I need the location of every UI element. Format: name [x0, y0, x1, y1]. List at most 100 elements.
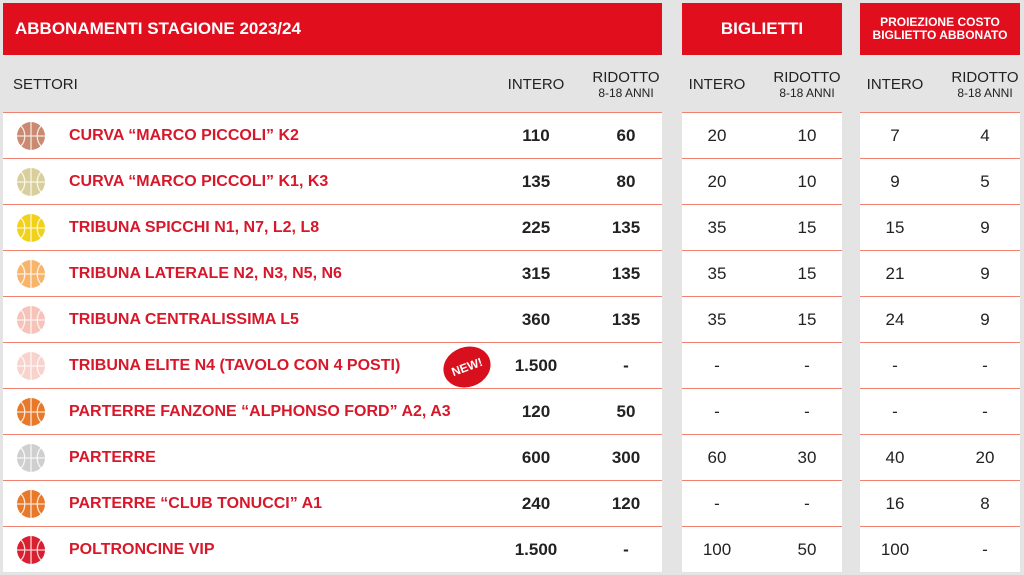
cell-tk_red: 50: [797, 540, 817, 559]
cell-tk_full: 35: [707, 264, 727, 283]
cell-tk_full: 35: [707, 218, 727, 237]
cell-sub_full: 315: [521, 264, 551, 283]
cell-tk_red: 15: [797, 310, 817, 329]
cell-tk_red: 10: [797, 172, 817, 191]
cell-pr_red: -: [982, 540, 988, 559]
sector-name: POLTRONCINE VIP: [69, 541, 215, 558]
cell-sub_full: 360: [521, 310, 551, 329]
tickets-row: [682, 250, 842, 296]
column-sublabel: 8-18 ANNI: [957, 85, 1013, 100]
tickets-row: [682, 204, 842, 250]
cell-tk_full: -: [714, 402, 720, 421]
sector-name: TRIBUNA SPICCHI N1, N7, L2, L8: [69, 219, 320, 236]
column-label: INTERO: [688, 75, 746, 93]
basketball-icon: [16, 167, 46, 197]
cell-tk_full: -: [714, 356, 720, 375]
cell-pr_red: -: [982, 356, 988, 375]
projection-row: [860, 342, 1020, 388]
projection-row: [860, 480, 1020, 526]
column-header-pr_full: INTERO: [860, 58, 930, 110]
cell-pr_full: 15: [885, 218, 905, 237]
cell-pr_red: 9: [980, 310, 990, 329]
tickets-row: [682, 296, 842, 342]
cell-sub_full: 240: [521, 494, 551, 513]
cell-sub_full: 110: [522, 126, 550, 145]
cell-sub_red: 60: [616, 126, 636, 145]
cell-sub_red: 50: [616, 402, 636, 421]
projection-row: [860, 388, 1020, 434]
tickets-row: [682, 158, 842, 204]
table-row: TRIBUNA ELITE N4 (TAVOLO CON 4 POSTI) NE…: [3, 339, 662, 395]
basketball-icon: [16, 259, 46, 289]
basketball-icon: [16, 535, 46, 565]
cell-pr_full: 16: [885, 494, 905, 513]
column-label: RIDOTTO: [951, 68, 1019, 86]
basketball-icon: [16, 213, 46, 243]
tickets-row: [682, 112, 842, 158]
cell-tk_red: 10: [797, 126, 817, 145]
column-label: RIDOTTO: [773, 68, 841, 86]
cell-pr_red: 4: [980, 126, 990, 145]
cell-tk_full: -: [714, 494, 720, 513]
sector-name: TRIBUNA CENTRALISSIMA L5: [69, 311, 299, 328]
table-row: PARTERRE FANZONE “ALPHONSO FORD” A2, A3: [3, 388, 662, 434]
cell-tk_red: -: [804, 494, 810, 513]
projection-row: [860, 158, 1020, 204]
cell-pr_red: 9: [980, 218, 990, 237]
cell-pr_full: 7: [890, 126, 900, 145]
column-sublabel: 8-18 ANNI: [779, 85, 835, 100]
cell-tk_full: 20: [707, 172, 727, 191]
column-header-tk_full: INTERO: [682, 58, 752, 110]
new-badge: NEW!: [437, 339, 497, 395]
tickets-row: [682, 342, 842, 388]
projection-row: [860, 204, 1020, 250]
cell-pr_red: -: [982, 402, 988, 421]
cell-tk_full: 100: [702, 540, 732, 559]
tickets-row: [682, 388, 842, 434]
cell-pr_full: 40: [885, 448, 905, 467]
projection-row: [860, 250, 1020, 296]
cell-tk_red: 15: [797, 264, 817, 283]
column-header-tk_red: RIDOTTO 8-18 ANNI: [772, 58, 842, 110]
cell-pr_red: 9: [980, 264, 990, 283]
cell-sub_full: 1.500: [514, 540, 558, 559]
sector-name: CURVA “MARCO PICCOLI” K1, K3: [69, 173, 329, 190]
projection-title-1: PROIEZIONE COSTO: [880, 14, 1000, 29]
sector-name: PARTERRE: [69, 449, 156, 466]
projection-title-2: BIGLIETTO ABBONATO: [872, 28, 1008, 42]
cell-sub_full: 225: [521, 218, 551, 237]
sector-name: PARTERRE FANZONE “ALPHONSO FORD” A2, A3: [69, 403, 451, 420]
cell-tk_red: -: [804, 402, 810, 421]
cell-pr_red: 20: [975, 448, 995, 467]
cell-sub_red: 135: [611, 264, 641, 283]
cell-tk_full: 60: [707, 448, 727, 467]
basketball-icon: [16, 121, 46, 151]
cell-tk_full: 35: [707, 310, 727, 329]
cell-sub_red: 80: [616, 172, 636, 191]
projection-row: [860, 296, 1020, 342]
cell-pr_red: 8: [980, 494, 990, 513]
sector-name: TRIBUNA ELITE N4 (TAVOLO CON 4 POSTI): [69, 357, 401, 374]
table-row: CURVA “MARCO PICCOLI” K1, K3: [3, 158, 662, 204]
projection-row: [860, 526, 1020, 572]
cell-sub_red: -: [623, 356, 629, 375]
column-header-sub_full: INTERO: [497, 58, 575, 110]
cell-sub_full: 120: [521, 402, 551, 421]
tickets-row: [682, 480, 842, 526]
basketball-icon: [16, 351, 46, 381]
table-row: POLTRONCINE VIP: [3, 526, 662, 572]
cell-sub_full: 135: [521, 172, 551, 191]
table-row: PARTERRE: [3, 434, 662, 480]
cell-pr_full: 9: [890, 172, 900, 191]
tickets-title: BIGLIETTI: [720, 19, 804, 38]
sector-name: CURVA “MARCO PICCOLI” K2: [69, 127, 299, 144]
table-row: CURVA “MARCO PICCOLI” K2: [3, 112, 662, 158]
tickets-header: BIGLIETTI: [682, 3, 842, 55]
basketball-icon: [16, 397, 46, 427]
cell-sub_red: 300: [611, 448, 641, 467]
table-row: TRIBUNA CENTRALISSIMA L5: [3, 296, 662, 342]
table-row: TRIBUNA LATERALE N2, N3, N5, N6: [3, 250, 662, 296]
sectors-column-header: SETTORI: [13, 75, 78, 93]
cell-pr_full: -: [892, 402, 898, 421]
projection-row: [860, 434, 1020, 480]
